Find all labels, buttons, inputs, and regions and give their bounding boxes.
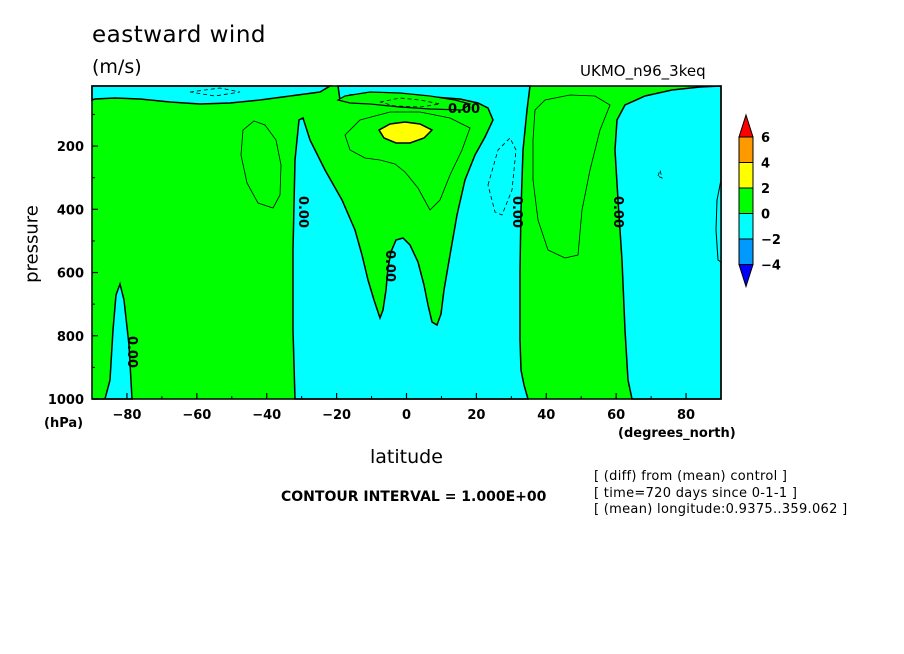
colorbar-label: 6 (761, 131, 770, 146)
colorbar-label: 0 (761, 208, 770, 223)
colorbar-band (738, 162, 754, 189)
x-tick-label: −60 (182, 408, 211, 423)
negative-region-north (614, 85, 722, 400)
y-tick-label: 1000 (48, 393, 84, 408)
x-tick-label: 20 (467, 408, 485, 423)
contour-label: 0.00 (610, 196, 625, 228)
colorbar-band (738, 136, 754, 163)
chart-units: (m/s) (92, 56, 142, 78)
x-tick-label: −20 (322, 408, 351, 423)
colorbar-label: 4 (761, 157, 770, 172)
y-tick-label: 200 (57, 140, 84, 155)
colorbar-label: 2 (761, 182, 770, 197)
colorbar: 6 4 2 0 −2 −4 (738, 113, 781, 289)
y-axis-unit: (hPa) (44, 416, 84, 431)
contour-label: 0.00 (382, 250, 397, 282)
x-tick-label: 80 (677, 408, 695, 423)
dashed-contour-small (657, 168, 663, 179)
colorbar-label: −4 (761, 259, 781, 274)
x-tick-label: 0 (402, 408, 411, 423)
thin-contour-left (240, 120, 282, 209)
thin-contour-right (532, 94, 611, 259)
y-axis: 200 400 600 800 1000 (48, 113, 98, 408)
dashed-contour-top-left (189, 87, 241, 97)
colorbar-band (738, 238, 754, 265)
colorbar-band (738, 213, 754, 240)
y-tick-label: 800 (57, 330, 84, 345)
y-tick-label: 600 (57, 267, 84, 282)
chart-title: eastward wind (92, 22, 266, 48)
note-longitude: [ (mean) longitude:0.9375..359.062 ] (594, 502, 848, 517)
colorbar-band (738, 187, 754, 214)
negative-region-tropics (292, 85, 531, 400)
negative-region-south-pole (92, 281, 133, 400)
x-axis-label: latitude (370, 446, 443, 468)
contour-interval-label: CONTOUR INTERVAL = 1.000E+00 (281, 489, 547, 505)
positive-patch-upper (336, 91, 472, 111)
x-axis-unit: (degrees_north) (618, 426, 736, 441)
contour-label: 0.00 (124, 336, 139, 368)
max-region (377, 121, 434, 144)
note-diff: [ (diff) from (mean) control ] (594, 469, 788, 484)
x-tick-label: −40 (252, 408, 281, 423)
note-time: [ time=720 days since 0-1-1 ] (594, 486, 798, 501)
contour-label: 0.00 (295, 196, 310, 228)
thin-contour-center (344, 111, 471, 211)
run-label: UKMO_n96_3keq (580, 62, 706, 80)
dashed-contour-upper (379, 97, 441, 108)
colorbar-top-arrow (738, 113, 754, 138)
colorbar-bottom-arrow (738, 264, 754, 289)
x-tick-label: −80 (112, 408, 141, 423)
x-axis: −80 −60 −40 −20 0 20 40 60 80 (91, 393, 722, 423)
colorbar-label: −2 (761, 233, 781, 248)
contour-label: 0.00 (448, 102, 480, 117)
dashed-contour-right (487, 137, 517, 216)
x-tick-label: 40 (537, 408, 555, 423)
y-tick-label: 400 (57, 203, 84, 218)
contour-label: 0.00 (509, 196, 524, 228)
contour-labels: 0.00 0.00 0.00 0.00 0.00 0.00 (124, 102, 625, 368)
x-tick-label: 60 (607, 408, 625, 423)
